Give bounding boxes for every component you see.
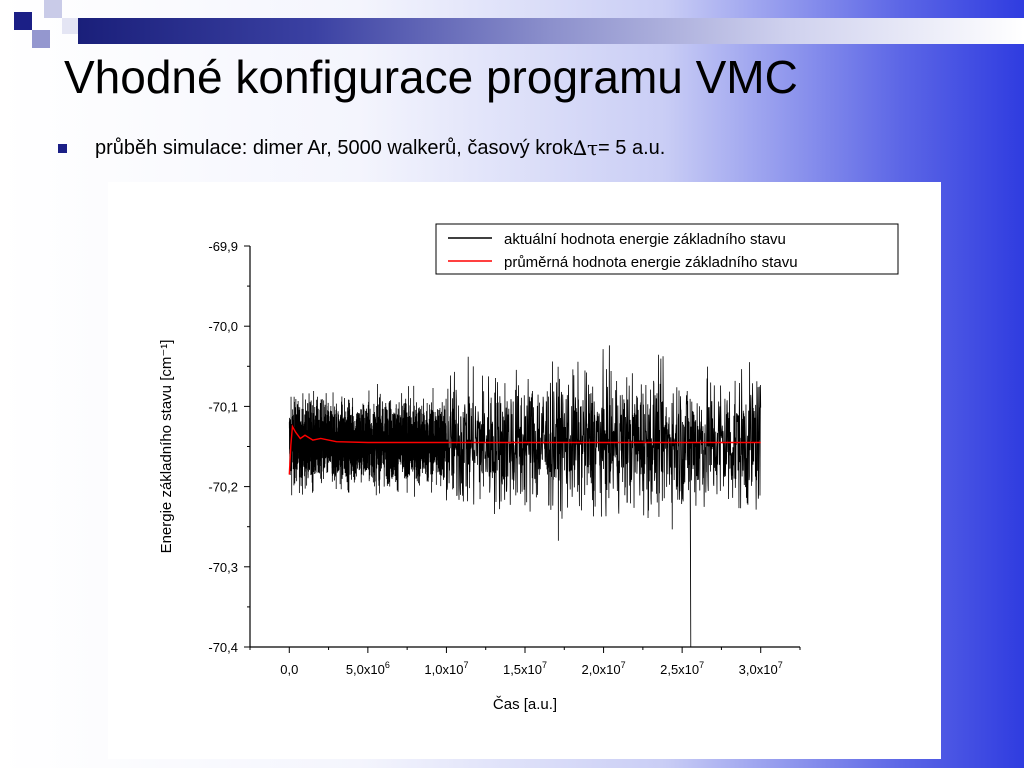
series-mean-energy-line: [288, 424, 761, 475]
x-tick-label: 1,5x107: [503, 660, 547, 677]
x-tick-label: 1,0x107: [424, 660, 468, 677]
bullet-formula: ∆τ: [573, 136, 599, 160]
legend-box: [435, 223, 899, 275]
bullet-square-icon: [58, 143, 67, 153]
decor-square-1: [14, 12, 32, 30]
x-tick-label: 2,5x107: [660, 660, 704, 677]
decor-square-2: [44, 0, 62, 18]
x-tick-label: 5,0x106: [346, 660, 390, 677]
x-tick-label: 3,0x107: [739, 660, 783, 677]
legend-label: průměrná hodnota energie základního stav…: [504, 254, 798, 271]
decor-square-4: [62, 18, 78, 34]
y-tick-label: -69,9: [208, 239, 238, 254]
legend-label: aktuální hodnota energie základního stav…: [504, 231, 786, 248]
y-tick-label: -70,1: [208, 399, 238, 414]
x-tick-label: 0,0: [280, 662, 298, 677]
slide-title: Vhodné konfigurace programu VMC: [64, 51, 798, 103]
series-current-energy-line: [288, 345, 762, 648]
bullet-item: průběh simulace: dimer Ar, 5000 walkerů,…: [58, 136, 665, 160]
y-tick-label: -70,0: [208, 319, 238, 334]
x-axis-label: Čas [a.u.]: [493, 696, 557, 713]
decor-square-3: [32, 30, 50, 48]
bullet-text: průběh simulace: dimer Ar, 5000 walkerů,…: [95, 136, 573, 159]
y-axis-label: Energie základního stavu [cm⁻¹]: [158, 340, 175, 554]
chart-figure: -69,9 -70,0 -70,1 -70,2 -70,3 -70,4 0,0 5,0x106…: [108, 182, 941, 759]
energy-chart: -69,9 -70,0 -70,1 -70,2 -70,3 -70,4 0,0 5,0x106…: [158, 223, 899, 713]
y-tick-label: -70,4: [208, 640, 238, 655]
y-tick-label: -70,3: [208, 560, 238, 575]
bullet-suffix: = 5 a.u.: [598, 136, 666, 159]
y-tick-label: -70,2: [208, 480, 238, 495]
header-gradient-bar: [78, 18, 1024, 44]
x-tick-label: 2,0x107: [582, 660, 626, 677]
